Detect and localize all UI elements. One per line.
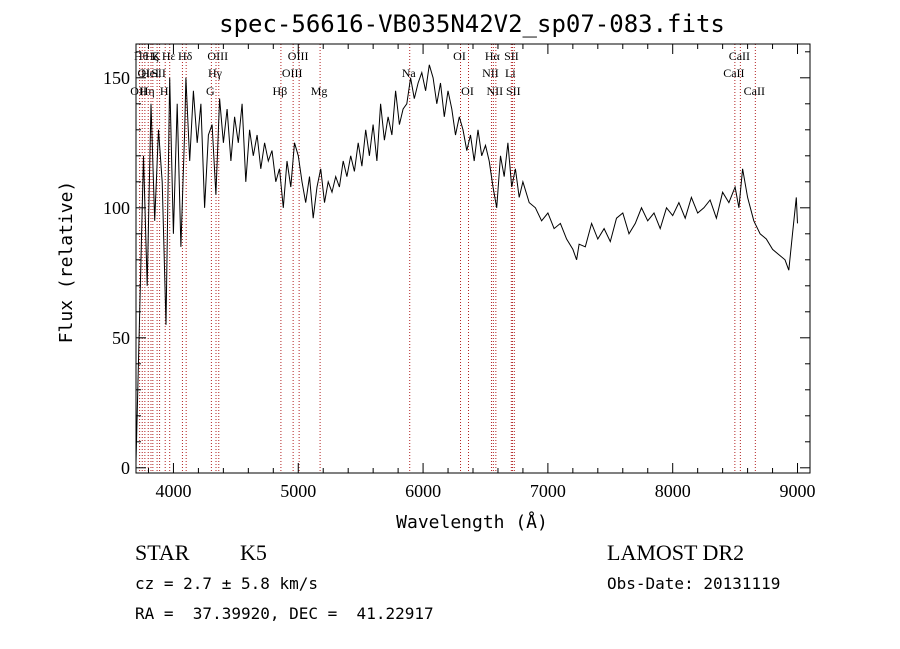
y-axis-label: Flux (relative)	[56, 181, 77, 344]
x-tick-label: 9000	[780, 481, 816, 501]
redshift-text: cz = 2.7 ± 5.8 km/s	[135, 574, 319, 593]
line-marker-label-28: CaII	[723, 66, 744, 80]
object-subclass: K5	[240, 540, 267, 565]
line-marker-label-25: Li	[505, 66, 516, 80]
x-tick-label: 8000	[655, 481, 691, 501]
chart-title: spec-56616-VB035N42V2_sp07-083.fits	[219, 10, 725, 38]
line-marker-label-23: Hα	[485, 49, 501, 63]
line-marker-label-30: CaII	[744, 84, 765, 98]
x-tick-labels: 4000 5000 6000 7000 8000 9000	[155, 481, 815, 501]
line-marker-label-6: K	[152, 49, 161, 63]
y-tick-label: 100	[103, 198, 130, 218]
coordinates-text: RA = 37.39920, DEC = 41.22917	[135, 604, 434, 623]
axis-ticks	[136, 44, 810, 473]
line-marker-label-20: OI	[453, 49, 466, 63]
y-tick-label: 50	[112, 328, 130, 348]
line-marker-label-3: Hη	[140, 84, 155, 98]
line-marker-label-17: OIII	[288, 49, 309, 63]
line-marker-label-12: G	[206, 84, 215, 98]
x-tick-label: 4000	[155, 481, 191, 501]
survey-name: LAMOST DR2	[607, 540, 745, 565]
line-marker-label-19: Na	[402, 66, 417, 80]
line-marker-label-11: Hδ	[178, 49, 193, 63]
line-marker-label-18: Mg	[311, 84, 328, 98]
line-marker-label-13: Hγ	[208, 66, 223, 80]
line-marker-label-22: NII	[482, 66, 499, 80]
line-marker-label-16: OIII	[282, 66, 303, 80]
x-tick-label: 6000	[405, 481, 441, 501]
line-marker-label-21: OI	[461, 84, 474, 98]
x-tick-label: 7000	[530, 481, 566, 501]
line-marker-label-26: SII	[504, 49, 519, 63]
line-marker-label-7: SII	[151, 66, 166, 80]
line-marker-label-29: CaII	[729, 49, 750, 63]
y-tick-labels: 0 50 100 150	[103, 68, 130, 478]
line-marker-label-9: Hε	[162, 49, 176, 63]
spectral-line-markers	[139, 44, 756, 473]
line-marker-label-8: H	[160, 84, 169, 98]
line-marker-label-1: Hθ	[134, 49, 149, 63]
spectral-line-labels: OII Hθ OI Hη HeI HζK SII H Hε Hδ G Hγ OIII Hβ OIII OIII…	[130, 49, 765, 98]
line-marker-label-14: OIII	[207, 49, 228, 63]
line-marker-label-5: Hζ	[145, 49, 159, 63]
line-marker-label-4: HeI	[141, 66, 159, 80]
y-tick-label: 150	[103, 68, 130, 88]
line-marker-label-2: OI	[138, 66, 151, 80]
line-marker-label-27: SII	[506, 84, 521, 98]
line-marker-label-15: Hβ	[273, 84, 288, 98]
spectrum-line	[135, 64, 798, 463]
line-marker-label-24: NII	[487, 84, 504, 98]
obs-date-text: Obs-Date: 20131119	[607, 574, 781, 593]
x-tick-label: 5000	[280, 481, 316, 501]
line-marker-label-0: OII	[130, 84, 147, 98]
x-axis-label: Wavelength (Å)	[396, 511, 548, 533]
plot-frame	[135, 43, 811, 474]
object-class: STAR	[135, 540, 190, 565]
y-tick-label: 0	[121, 458, 130, 478]
